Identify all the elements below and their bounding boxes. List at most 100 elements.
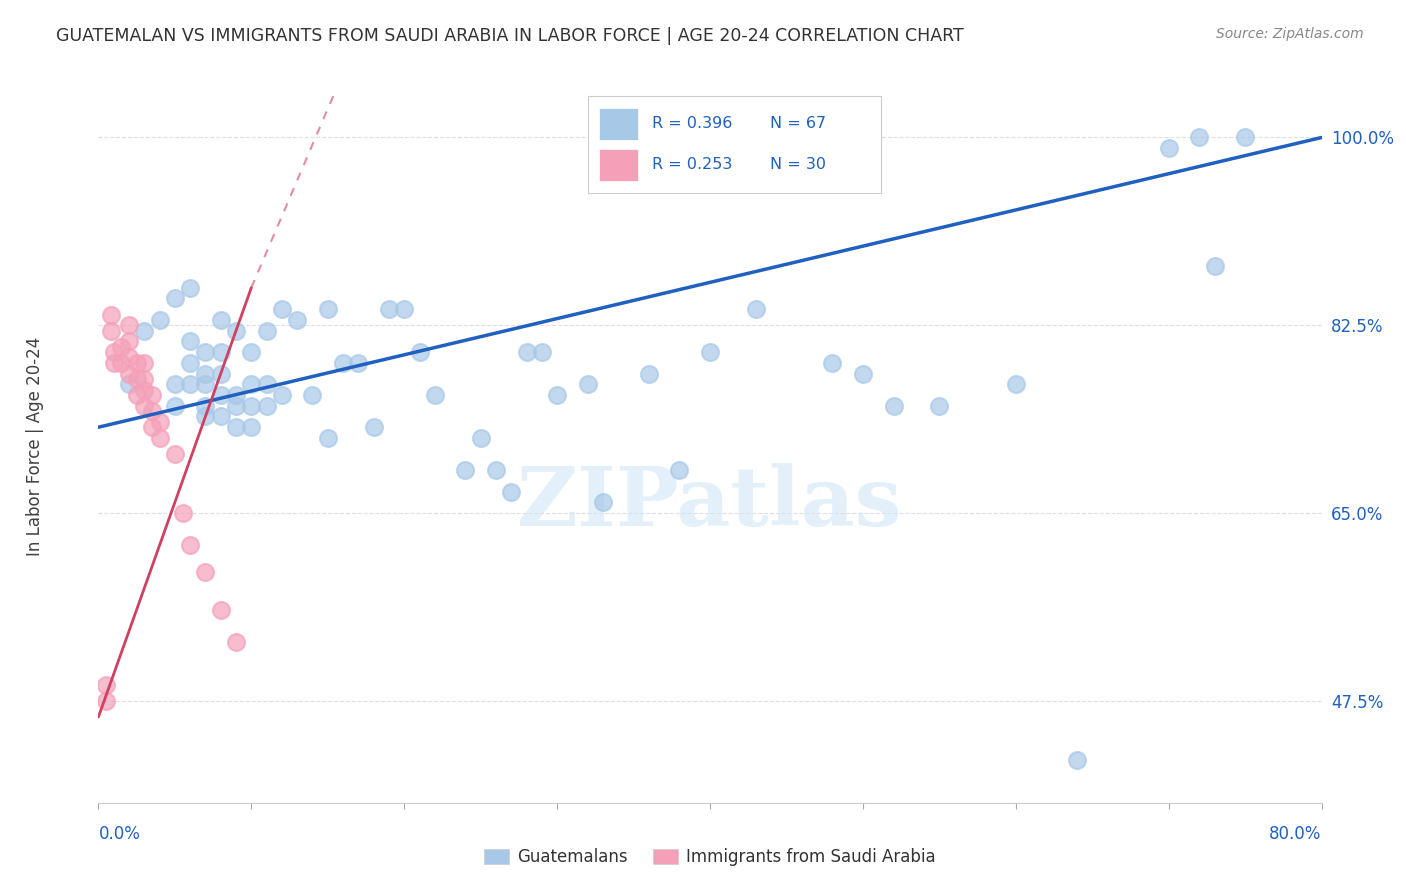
Point — [240, 345, 263, 359]
Point — [1004, 377, 1026, 392]
Point — [194, 409, 217, 424]
Point — [172, 506, 194, 520]
Point — [1234, 130, 1257, 145]
Point — [134, 372, 156, 386]
Point — [256, 399, 278, 413]
Point — [592, 495, 614, 509]
Point — [141, 388, 163, 402]
Point — [125, 356, 148, 370]
Point — [209, 313, 232, 327]
Point — [141, 420, 163, 434]
Point — [209, 602, 232, 616]
Point — [118, 367, 141, 381]
Point — [118, 351, 141, 365]
Point — [110, 356, 132, 370]
Point — [546, 388, 568, 402]
Point — [179, 377, 201, 392]
Point — [194, 377, 217, 392]
Point — [134, 324, 156, 338]
Point — [103, 345, 125, 359]
Point — [141, 404, 163, 418]
Point — [270, 388, 292, 402]
Point — [179, 538, 201, 552]
Point — [163, 292, 186, 306]
Point — [100, 308, 122, 322]
Point — [103, 356, 125, 370]
Point — [94, 694, 117, 708]
Point — [149, 431, 172, 445]
Point — [149, 415, 172, 429]
Point — [332, 356, 354, 370]
Point — [110, 340, 132, 354]
Point — [194, 565, 217, 579]
Point — [240, 420, 263, 434]
Point — [530, 345, 553, 359]
Point — [94, 678, 117, 692]
Point — [134, 356, 156, 370]
Point — [668, 463, 690, 477]
Point — [118, 377, 141, 392]
Point — [118, 334, 141, 349]
Point — [1204, 259, 1226, 273]
Point — [149, 313, 172, 327]
Point — [163, 399, 186, 413]
Point — [699, 345, 721, 359]
Point — [225, 635, 247, 649]
Point — [134, 383, 156, 397]
Point — [516, 345, 538, 359]
Point — [209, 345, 232, 359]
Point — [363, 420, 385, 434]
Point — [179, 281, 201, 295]
Point — [194, 399, 217, 413]
Point — [125, 388, 148, 402]
Point — [209, 388, 232, 402]
Point — [1188, 130, 1211, 145]
Point — [637, 367, 661, 381]
Point — [256, 377, 278, 392]
Point — [316, 302, 339, 317]
Point — [270, 302, 292, 317]
Text: GUATEMALAN VS IMMIGRANTS FROM SAUDI ARABIA IN LABOR FORCE | AGE 20-24 CORRELATIO: GUATEMALAN VS IMMIGRANTS FROM SAUDI ARAB… — [56, 27, 965, 45]
Point — [423, 388, 446, 402]
Point — [347, 356, 370, 370]
Point — [301, 388, 323, 402]
Point — [1157, 141, 1180, 155]
Point — [501, 484, 523, 499]
Point — [163, 447, 186, 461]
Point — [100, 324, 122, 338]
Text: In Labor Force | Age 20-24: In Labor Force | Age 20-24 — [27, 336, 44, 556]
Point — [240, 399, 263, 413]
Point — [883, 399, 905, 413]
Point — [408, 345, 430, 359]
Point — [928, 399, 950, 413]
Point — [1066, 753, 1088, 767]
Point — [378, 302, 401, 317]
Point — [225, 420, 247, 434]
Point — [209, 409, 232, 424]
Point — [454, 463, 477, 477]
Point — [240, 377, 263, 392]
Text: 80.0%: 80.0% — [1270, 825, 1322, 843]
Point — [225, 388, 247, 402]
Point — [392, 302, 416, 317]
Point — [256, 324, 278, 338]
Point — [821, 356, 844, 370]
Point — [179, 356, 201, 370]
Point — [125, 372, 148, 386]
Text: 0.0%: 0.0% — [98, 825, 141, 843]
Point — [470, 431, 492, 445]
Point — [194, 367, 217, 381]
Point — [225, 324, 247, 338]
Point — [134, 399, 156, 413]
Point — [576, 377, 599, 392]
Text: ZIPatlas: ZIPatlas — [517, 463, 903, 543]
Point — [209, 367, 232, 381]
Text: Source: ZipAtlas.com: Source: ZipAtlas.com — [1216, 27, 1364, 41]
Point — [194, 345, 217, 359]
Point — [118, 318, 141, 333]
Legend: Guatemalans, Immigrants from Saudi Arabia: Guatemalans, Immigrants from Saudi Arabi… — [478, 842, 942, 873]
Point — [285, 313, 308, 327]
Point — [163, 377, 186, 392]
Point — [316, 431, 339, 445]
Point — [745, 302, 768, 317]
